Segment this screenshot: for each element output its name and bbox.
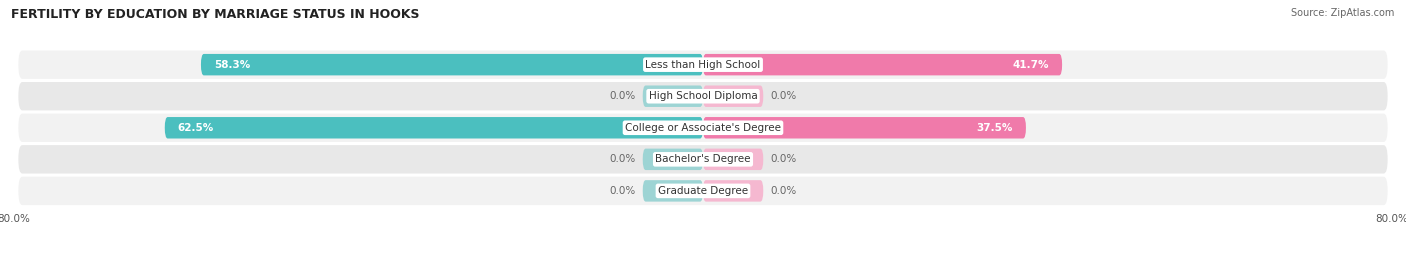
- FancyBboxPatch shape: [643, 148, 703, 170]
- Text: 58.3%: 58.3%: [214, 60, 250, 70]
- FancyBboxPatch shape: [18, 145, 1388, 174]
- FancyBboxPatch shape: [703, 54, 1062, 75]
- FancyBboxPatch shape: [643, 86, 703, 107]
- Text: 0.0%: 0.0%: [770, 186, 796, 196]
- FancyBboxPatch shape: [18, 51, 1388, 79]
- Text: FERTILITY BY EDUCATION BY MARRIAGE STATUS IN HOOKS: FERTILITY BY EDUCATION BY MARRIAGE STATU…: [11, 8, 420, 21]
- Text: 0.0%: 0.0%: [610, 186, 636, 196]
- Text: College or Associate's Degree: College or Associate's Degree: [626, 123, 780, 133]
- Text: 41.7%: 41.7%: [1012, 60, 1049, 70]
- Text: 62.5%: 62.5%: [177, 123, 214, 133]
- Text: 0.0%: 0.0%: [610, 91, 636, 101]
- FancyBboxPatch shape: [18, 114, 1388, 142]
- FancyBboxPatch shape: [703, 148, 763, 170]
- FancyBboxPatch shape: [703, 117, 1026, 139]
- Text: High School Diploma: High School Diploma: [648, 91, 758, 101]
- FancyBboxPatch shape: [18, 177, 1388, 205]
- Text: Source: ZipAtlas.com: Source: ZipAtlas.com: [1291, 8, 1395, 18]
- Text: Graduate Degree: Graduate Degree: [658, 186, 748, 196]
- Text: Less than High School: Less than High School: [645, 60, 761, 70]
- FancyBboxPatch shape: [165, 117, 703, 139]
- FancyBboxPatch shape: [201, 54, 703, 75]
- Text: 0.0%: 0.0%: [770, 91, 796, 101]
- Text: 0.0%: 0.0%: [770, 154, 796, 164]
- FancyBboxPatch shape: [643, 180, 703, 202]
- FancyBboxPatch shape: [703, 86, 763, 107]
- Text: 37.5%: 37.5%: [977, 123, 1012, 133]
- Text: 0.0%: 0.0%: [610, 154, 636, 164]
- FancyBboxPatch shape: [18, 82, 1388, 110]
- FancyBboxPatch shape: [703, 180, 763, 202]
- Text: Bachelor's Degree: Bachelor's Degree: [655, 154, 751, 164]
